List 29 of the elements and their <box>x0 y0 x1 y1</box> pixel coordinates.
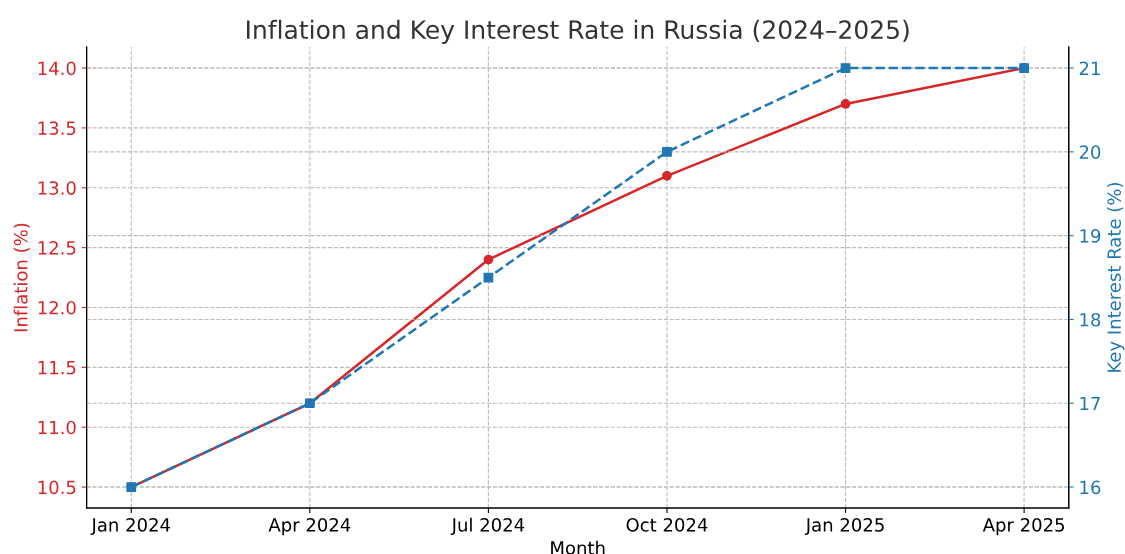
y-tick-label: 10.5 <box>38 480 76 495</box>
y-tick-label: 12.0 <box>38 300 76 315</box>
x-tick-label: Jan 2025 <box>804 518 884 536</box>
point <box>840 63 851 73</box>
y2-tick-label: 20 <box>1079 145 1101 159</box>
point <box>662 170 672 181</box>
y2-axis-title: Key Interest Rate (%) <box>1107 183 1125 372</box>
y-tick-label: 14.0 <box>38 61 76 76</box>
point <box>662 146 672 157</box>
y-tick-label: 13.5 <box>38 121 76 136</box>
chart-title: Inflation and Key Interest Rate in Russia (2024–2025) <box>247 19 909 44</box>
x-tick-label: Jul 2024 <box>450 517 525 536</box>
x-tick-label: Jan 2024 <box>90 518 171 536</box>
x-tick-label: Oct 2024 <box>626 518 708 532</box>
x-tick-label: Apr 2024 <box>268 518 351 536</box>
point <box>840 99 851 109</box>
y-tick-label: 11.5 <box>38 361 76 375</box>
y2-tick-label: 21 <box>1079 61 1100 75</box>
y-tick-label: 11.0 <box>38 420 76 435</box>
y2-tick-label: 16 <box>1080 480 1101 495</box>
y2-tick-label: 19 <box>1080 229 1101 243</box>
x-tick-label: Apr 2025 <box>982 518 1064 536</box>
y-axis-title: Inflation (%) <box>13 223 30 332</box>
y-tick-label: 13.0 <box>38 181 76 195</box>
x-axis-title: Month <box>551 540 605 554</box>
point <box>483 254 494 265</box>
y-tick-label: 12.5 <box>38 241 76 255</box>
y2-tick-label: 17 <box>1080 396 1100 411</box>
y2-tick-label: 18 <box>1080 312 1101 327</box>
